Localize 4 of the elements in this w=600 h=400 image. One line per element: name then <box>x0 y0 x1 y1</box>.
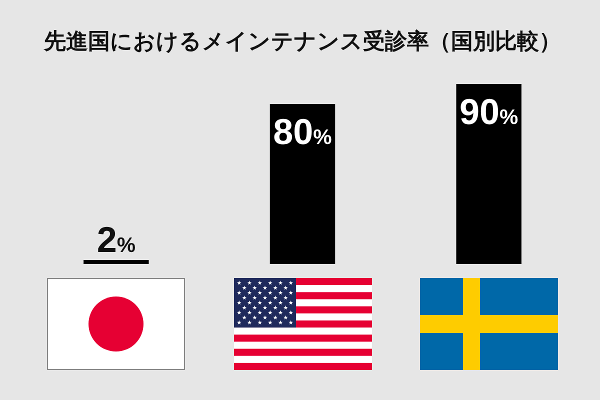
data-label: 2% <box>96 219 136 260</box>
data-label: 80% <box>273 111 332 152</box>
chart-title: 先進国におけるメインテナンス受診率（国別比較） <box>43 28 561 54</box>
data-label: 90% <box>459 91 519 132</box>
